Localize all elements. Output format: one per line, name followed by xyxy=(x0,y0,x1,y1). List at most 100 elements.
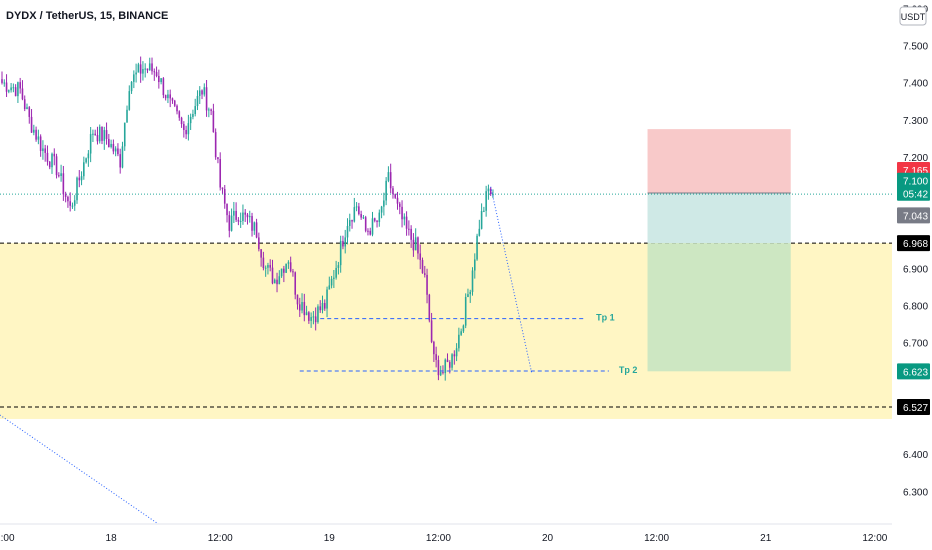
time-axis[interactable] xyxy=(0,524,892,550)
x-tick-label: 18 xyxy=(106,533,118,544)
candle-body xyxy=(128,91,131,110)
candle-body xyxy=(226,203,228,216)
candle-body xyxy=(328,285,331,290)
candle-body xyxy=(471,270,474,292)
candle-body xyxy=(278,276,281,285)
candle-body xyxy=(42,148,44,151)
candle-body xyxy=(5,82,8,92)
candle-body xyxy=(485,191,487,211)
candle-body xyxy=(37,136,40,140)
candle-body xyxy=(80,176,83,181)
y-tick-label: 7.500 xyxy=(903,42,928,53)
x-tick-label: 20 xyxy=(542,533,554,544)
candle-body xyxy=(167,94,169,99)
candle-body xyxy=(135,72,137,75)
candle-body xyxy=(389,172,392,189)
candle-body xyxy=(244,212,247,215)
candle-body xyxy=(273,279,276,284)
x-tick-label: 12:00 xyxy=(862,533,887,544)
candle-body xyxy=(201,90,203,95)
y-tick-label: 7.300 xyxy=(903,116,928,127)
candle-body xyxy=(462,325,465,332)
candle-body xyxy=(160,78,162,83)
take-profit-1[interactable]: Tp 1 xyxy=(320,313,615,323)
candle-body xyxy=(310,317,312,321)
candle-body xyxy=(85,158,87,163)
take-profit-badge-bg xyxy=(897,363,930,380)
candle-body xyxy=(17,82,19,97)
zone-bottom-badge: 6.527 xyxy=(903,403,928,414)
candle-body xyxy=(451,354,453,368)
candle-body xyxy=(217,157,219,160)
candle-body xyxy=(19,82,21,89)
candle-body xyxy=(478,228,481,236)
candle-body xyxy=(298,304,301,311)
candle-body xyxy=(112,143,115,152)
candle-body xyxy=(242,212,244,221)
last-price-badge-bg xyxy=(897,172,930,201)
candle-body xyxy=(264,267,267,269)
chart-title: DYDX / TetherUS, 15, BINANCE xyxy=(6,10,168,22)
countdown-label: 05:42 xyxy=(903,190,928,201)
candle-body xyxy=(371,218,374,235)
candle-body xyxy=(58,175,60,177)
candle-body xyxy=(130,81,133,92)
candle-body xyxy=(8,90,10,92)
y-tick-label: 6.700 xyxy=(903,339,928,350)
candle-body xyxy=(417,237,419,254)
candle-body xyxy=(78,177,81,181)
price-axis[interactable] xyxy=(892,0,932,550)
candle-body xyxy=(101,126,103,141)
candle-body xyxy=(394,194,397,198)
candle-body xyxy=(64,194,67,197)
candle-body xyxy=(212,110,215,133)
candle-body xyxy=(178,111,181,118)
take-profit-2[interactable]: Tp 2 xyxy=(299,365,638,375)
currency-button-label: USDT xyxy=(901,12,926,22)
candle-body xyxy=(158,75,160,83)
candle-body xyxy=(308,312,310,321)
candle-body xyxy=(89,133,92,154)
candle-body xyxy=(378,212,381,223)
candle-body xyxy=(96,135,99,142)
x-tick-label: 12:00 xyxy=(0,533,15,544)
y-tick-label: 7.400 xyxy=(903,79,928,90)
take-profit-badge: 6.623 xyxy=(903,367,928,378)
candle-body xyxy=(489,188,492,195)
candle-body xyxy=(401,206,403,220)
candle-body xyxy=(53,153,56,157)
x-tick-label: 12:00 xyxy=(644,533,669,544)
candle-body xyxy=(364,217,367,231)
candle-body xyxy=(446,359,449,363)
y-tick-label: 6.900 xyxy=(903,264,928,275)
candle-body xyxy=(30,116,33,133)
candle-body xyxy=(276,279,278,285)
candle-body xyxy=(187,123,190,135)
currency-button[interactable]: USDT xyxy=(899,6,927,26)
candle-body xyxy=(71,205,74,207)
candle-body xyxy=(280,268,283,277)
trend-line[interactable] xyxy=(0,413,171,533)
candle-body xyxy=(483,210,485,212)
candle-body xyxy=(196,95,199,107)
candle-body xyxy=(103,130,106,141)
candle-body xyxy=(142,69,144,74)
candle-body xyxy=(492,194,494,196)
candle-body xyxy=(448,362,451,368)
candle-body xyxy=(14,87,17,97)
x-tick-label: 19 xyxy=(324,533,336,544)
candle-body xyxy=(235,210,237,220)
candle-body xyxy=(105,130,108,139)
candle-body xyxy=(121,146,124,168)
candle-body xyxy=(412,239,415,251)
stop-loss-area xyxy=(647,129,791,194)
candle-body xyxy=(326,289,328,309)
candle-body xyxy=(60,173,62,176)
candle-body xyxy=(426,274,428,295)
zone-top-badge: 6.968 xyxy=(903,239,928,250)
candle-body xyxy=(487,188,490,192)
long-position-tool[interactable] xyxy=(647,129,791,372)
candle-body xyxy=(46,152,49,162)
zone-top-badge-bg xyxy=(897,235,930,252)
